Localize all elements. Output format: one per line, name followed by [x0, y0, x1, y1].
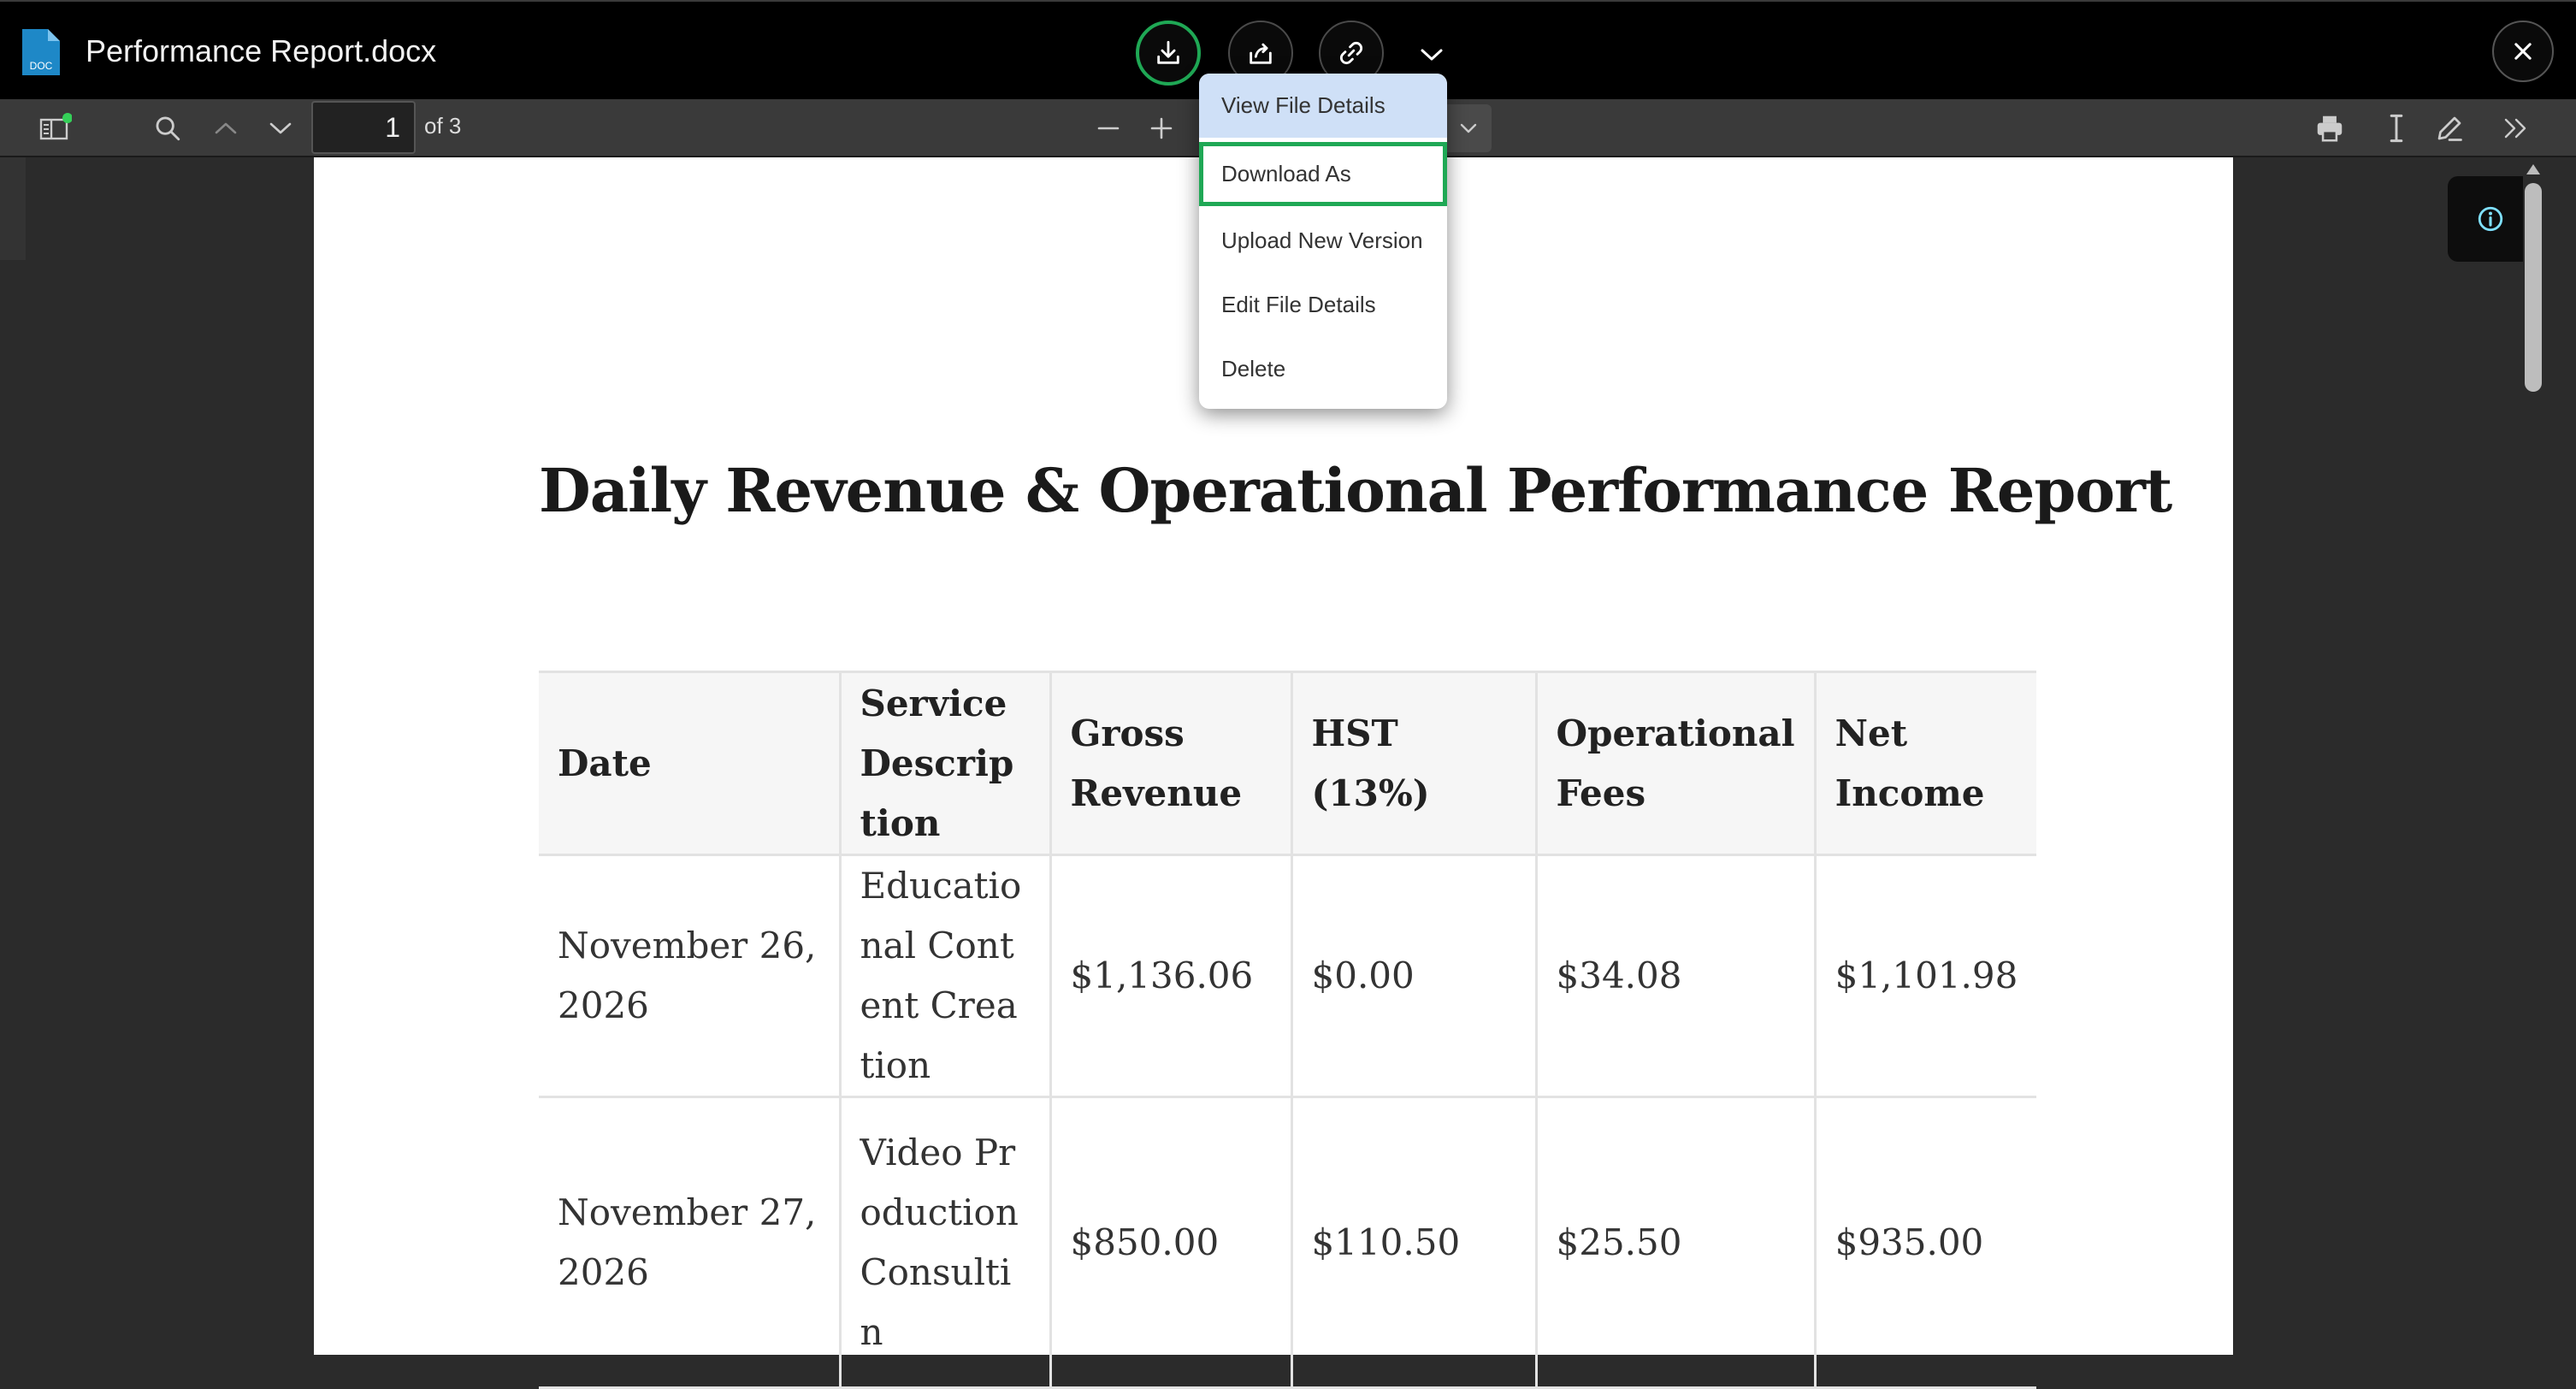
column-header-hst: HST (13%)	[1290, 671, 1538, 856]
chevron-down-icon	[269, 122, 292, 134]
annotate-button[interactable]	[2431, 109, 2468, 147]
revenue-table: Date Service Description Gross Revenue H…	[539, 671, 2037, 1389]
column-header-service: Service Description	[838, 671, 1052, 856]
more-actions-dropdown[interactable]	[1413, 38, 1450, 72]
cell-gross: $1,136.06	[1049, 854, 1293, 1098]
menu-item-edit-file-details[interactable]: Edit File Details	[1221, 292, 1376, 317]
chevron-up-icon	[215, 122, 237, 134]
cell-date: November 27, 2026	[539, 1096, 842, 1389]
sidebar-icon	[39, 113, 72, 140]
cell-date: November 26, 2026	[539, 854, 842, 1098]
double-chevron-right-icon	[2504, 118, 2526, 139]
cell-gross: $850.00	[1049, 1096, 1293, 1389]
zoom-in-button[interactable]	[1143, 109, 1180, 147]
scroll-up-arrow-icon[interactable]	[2526, 164, 2540, 174]
text-select-button[interactable]	[2378, 109, 2415, 147]
page-total-label: of 3	[424, 113, 462, 139]
text-cursor-icon	[2390, 114, 2403, 143]
table-row: November 26, 2026 Educational Content Cr…	[539, 854, 2037, 1098]
next-page-button[interactable]	[262, 109, 299, 147]
chevron-down-icon	[1421, 49, 1443, 61]
pen-icon	[2437, 116, 2462, 141]
search-button[interactable]	[149, 109, 186, 147]
sidebar-toggle-button[interactable]	[36, 109, 74, 147]
column-header-date: Date	[539, 671, 842, 856]
minus-icon	[1097, 127, 1120, 130]
column-header-fees: Operational Fees	[1534, 671, 1817, 856]
table-row: November 27, 2026 Video Production Consu…	[539, 1096, 2037, 1389]
menu-item-upload-new-version[interactable]: Upload New Version	[1221, 228, 1423, 253]
info-button[interactable]	[2448, 176, 2533, 262]
table-header-row: Date Service Description Gross Revenue H…	[539, 671, 2037, 856]
menu-item-delete[interactable]: Delete	[1221, 356, 1286, 381]
download-icon	[1157, 40, 1179, 64]
cell-net: $1,101.98	[1813, 854, 2037, 1098]
zoom-out-button[interactable]	[1090, 109, 1127, 147]
more-actions-menu: View File Details Download As Upload New…	[1199, 74, 1447, 409]
search-icon	[156, 116, 180, 141]
cell-service: Educational Content Creation	[838, 854, 1052, 1098]
file-name: Performance Report.docx	[86, 33, 437, 68]
plus-icon	[1150, 117, 1173, 139]
cell-service: Video Production Consultin	[838, 1096, 1052, 1389]
printer-icon	[2317, 115, 2343, 142]
column-header-net: Net Income	[1813, 671, 2037, 856]
page-number-input[interactable]: 1	[311, 101, 416, 154]
close-button[interactable]	[2492, 21, 2554, 82]
zoom-level-dropdown[interactable]	[1445, 104, 1492, 152]
document-title: Daily Revenue & Operational Performance …	[539, 455, 2172, 526]
chevron-down-icon	[1460, 123, 1477, 133]
close-icon	[2514, 43, 2532, 60]
cell-fees: $25.50	[1534, 1096, 1817, 1389]
docx-file-icon: DOC	[21, 27, 62, 77]
more-tools-button[interactable]	[2497, 109, 2535, 147]
menu-item-download-as[interactable]: Download As	[1199, 142, 1447, 206]
print-button[interactable]	[2311, 109, 2349, 147]
cell-net: $935.00	[1813, 1096, 2037, 1389]
download-button[interactable]	[1136, 21, 1201, 86]
cell-fees: $34.08	[1534, 854, 1817, 1098]
file-badge: DOC	[30, 60, 53, 72]
info-icon	[2478, 206, 2503, 232]
left-rail	[0, 157, 26, 260]
column-header-gross: Gross Revenue	[1049, 671, 1293, 856]
scrollbar-thumb[interactable]	[2525, 183, 2542, 392]
share-icon	[1250, 43, 1272, 64]
previous-page-button[interactable]	[207, 109, 245, 147]
menu-item-view-file-details[interactable]: View File Details	[1199, 74, 1447, 138]
cell-hst: $0.00	[1290, 854, 1538, 1098]
link-icon	[1339, 41, 1363, 65]
cell-hst: $110.50	[1290, 1096, 1538, 1389]
